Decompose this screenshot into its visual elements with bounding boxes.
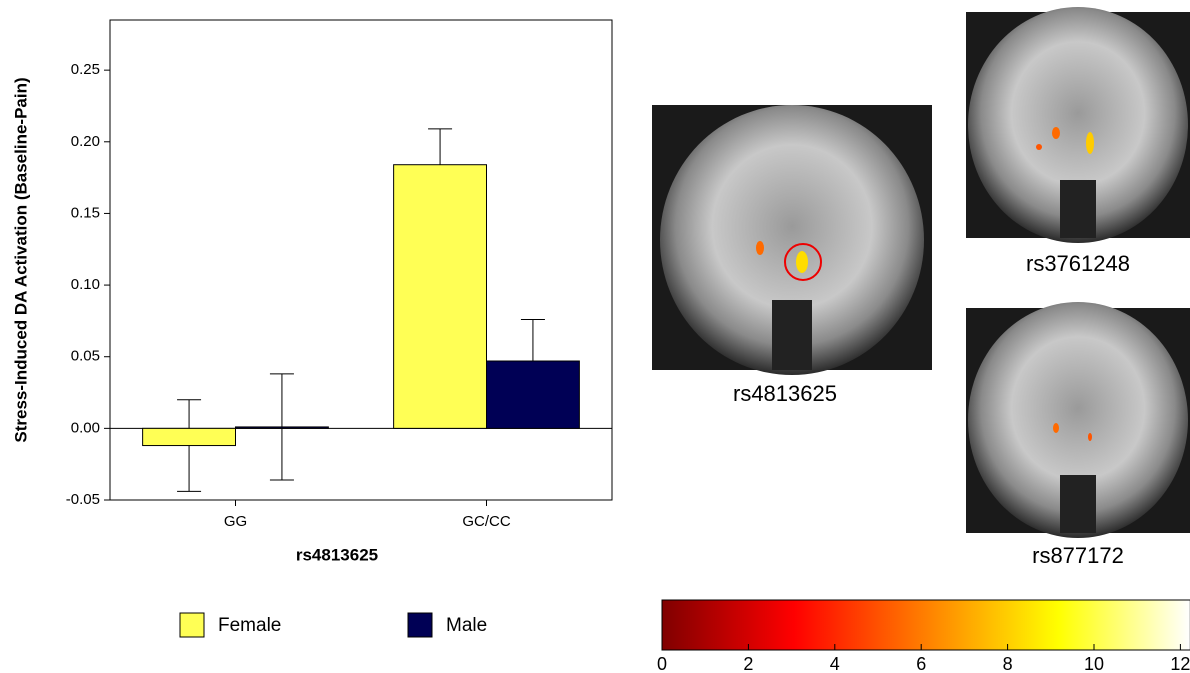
activation — [1036, 144, 1042, 150]
legend-swatch — [180, 613, 204, 637]
image-label: rs877172 — [1032, 543, 1124, 568]
x-tick-label: GC/CC — [462, 513, 511, 530]
brain-stem — [1060, 475, 1096, 533]
y-axis-title: Stress-Induced DA Activation (Baseline-P… — [11, 77, 30, 442]
x-tick-label: 0 — [657, 654, 667, 673]
brain-images: rs4813625 rs3761248 rs877172 — [652, 7, 1190, 568]
y-tick-label: 0.25 — [71, 61, 100, 78]
activation — [796, 251, 808, 273]
y-tick-label: 0.20 — [71, 133, 100, 150]
image-label: rs4813625 — [733, 381, 837, 406]
bar — [487, 361, 580, 428]
x-tick-label: 8 — [1003, 654, 1013, 673]
activation — [1088, 433, 1092, 441]
bar — [236, 427, 329, 428]
y-tick-label: 0.15 — [71, 204, 100, 221]
y-tick-label: 0.00 — [71, 419, 100, 436]
colorbar — [662, 600, 1190, 650]
activation — [1052, 127, 1060, 139]
y-tick-label: 0.05 — [71, 348, 100, 365]
brain-stem — [1060, 180, 1096, 238]
x-axis-title: rs4813625 — [296, 545, 378, 564]
x-tick-label: GG — [224, 513, 247, 530]
activation — [1086, 132, 1094, 154]
bar — [143, 428, 236, 445]
x-tick-label: 6 — [916, 654, 926, 673]
brain-stem — [772, 300, 812, 370]
activation — [756, 241, 764, 255]
x-tick-label: 2 — [743, 654, 753, 673]
x-tick-label: 4 — [830, 654, 840, 673]
legend-swatch — [408, 613, 432, 637]
activation — [1053, 423, 1059, 433]
x-tick-label: 10 — [1084, 654, 1104, 673]
legend-label: Female — [218, 615, 281, 636]
figure: rs4813625 rs3761248 rs877172 Stress-Indu… — [0, 0, 1190, 673]
x-tick-label: 12 — [1170, 654, 1190, 673]
image-label: rs3761248 — [1026, 251, 1130, 276]
y-tick-label: -0.05 — [66, 491, 100, 508]
legend-label: Male — [446, 615, 487, 636]
bar — [394, 165, 487, 429]
y-tick-label: 0.10 — [71, 276, 100, 293]
